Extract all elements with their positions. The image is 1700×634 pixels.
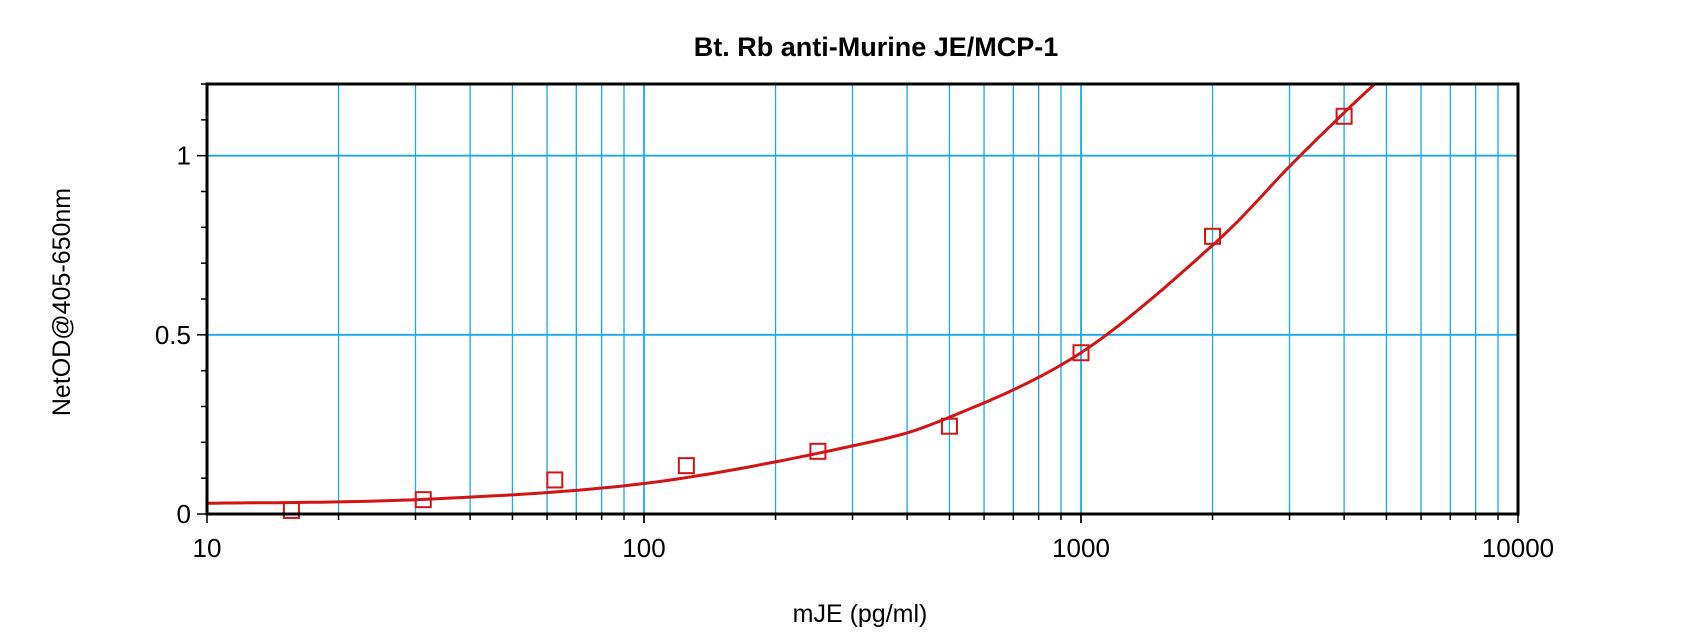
data-points (282, 107, 1353, 519)
data-point (1072, 344, 1090, 362)
y-axis-ticks: 00.51 (155, 83, 207, 529)
y-axis-label: NetOD@405-650nm (48, 188, 76, 416)
plot-border (205, 82, 1520, 516)
x-axis-label: mJE (pg/ml) (793, 600, 928, 628)
data-point (940, 417, 958, 435)
data-point (546, 471, 564, 489)
fit-curve (207, 84, 1376, 505)
y-tick-label: 1 (177, 141, 191, 171)
data-point (809, 442, 827, 460)
chart-title: Bt. Rb anti-Murine JE/MCP-1 (694, 32, 1059, 62)
data-point (677, 457, 695, 475)
x-tick-label: 10 (193, 533, 222, 563)
data-point (1204, 227, 1222, 245)
plot-frame (205, 82, 1520, 516)
data-point (414, 491, 432, 509)
x-tick-label: 10000 (1482, 533, 1554, 563)
y-tick-label: 0 (177, 499, 191, 529)
data-point (1335, 107, 1353, 125)
x-tick-label: 1000 (1052, 533, 1110, 563)
grid (207, 84, 1518, 514)
x-axis-ticks: 10 100 1000 10000 (193, 514, 1554, 563)
data-point (282, 501, 300, 519)
x-tick-label: 100 (622, 533, 665, 563)
fit-curve-layer (207, 84, 1376, 505)
y-tick-label: 0.5 (155, 320, 191, 350)
